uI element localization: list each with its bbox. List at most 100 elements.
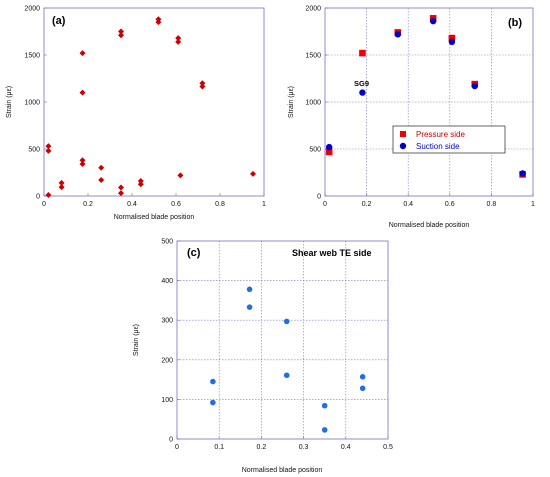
- panel-b-pressure-point: [325, 148, 333, 156]
- panel-c-y-tick-label: 500: [161, 239, 173, 246]
- panel-a-y-tick-label: 2000: [24, 6, 40, 13]
- panel-c-plot-area: [176, 240, 389, 440]
- panel-a-data-point: [79, 161, 86, 168]
- panel-b-x-tick-label: 1: [531, 201, 535, 208]
- panel-a-data-point: [118, 184, 124, 191]
- legend-pressure-label: Pressure side: [416, 130, 465, 139]
- panel-b-suction-point: [471, 82, 478, 90]
- panel-a-x-tick-label: 1: [262, 201, 266, 208]
- panel-c-xlabel: Normalised blade position: [242, 467, 323, 474]
- panel-a-data-point: [250, 170, 256, 177]
- panel-c-y-tick-label: 200: [161, 357, 173, 364]
- panel-a-data-point: [199, 80, 206, 87]
- panel-b-suction-point: [359, 89, 366, 96]
- panel-c: 0 0.1 0.2 0.3 0.4 0.5 0 100 200 300 400 500 (c) She…: [133, 239, 393, 475]
- panel-b-y-tick-label: 1500: [305, 53, 321, 60]
- panel-c-x-tick-label: 0.5: [383, 444, 393, 451]
- panel-b-pressure-point: [448, 34, 456, 42]
- panel-b-legend-box: [392, 125, 506, 154]
- panel-c-data-point: [283, 372, 290, 379]
- panel-a-y-tick-label: 500: [28, 147, 40, 154]
- panel-a-data-point: [118, 190, 124, 197]
- panel-c-data-point: [246, 286, 253, 293]
- panel-a-x-tick-label: 0.4: [127, 201, 137, 208]
- legend-pressure-marker: [400, 131, 406, 137]
- panel-a-data-point: [58, 179, 65, 186]
- panel-a-data-point: [118, 32, 124, 39]
- panel-b-y-tick-label: 1000: [305, 100, 321, 107]
- panel-c-x-tick-label: 0: [175, 444, 179, 451]
- panel-a-data-point: [98, 177, 105, 184]
- panel-a-data-point: [175, 38, 182, 45]
- panel-a-xlabel: Normalised blade position: [114, 214, 195, 221]
- panel-c-x-tick-label: 0.3: [299, 444, 309, 451]
- panel-a-ylabel: Strain (με): [6, 86, 13, 118]
- panel-c-y-tick-label: 400: [161, 278, 173, 285]
- panel-c-label: (c): [187, 247, 201, 259]
- panel-b-x-tick-label: 0.8: [487, 201, 497, 208]
- panel-c-title: Shear web TE side: [292, 248, 372, 258]
- panel-b-y-tick-label: 0: [317, 194, 321, 201]
- panel-a-data-point: [45, 143, 52, 150]
- panel-c-x-tick-label: 0.2: [257, 444, 267, 451]
- panel-c-data-point: [321, 402, 328, 409]
- panel-c-ylabel: Strain (με): [133, 324, 140, 356]
- panel-a-data-point: [137, 177, 144, 184]
- panel-a-data-point: [98, 164, 105, 171]
- panel-c-data-point: [210, 378, 216, 385]
- panel-b: 0 0.2 0.4 0.6 0.8 1 0 500 1000 1500 2000 (b) SG9 N…: [288, 6, 535, 230]
- panel-b-xlabel: Normalised blade position: [389, 222, 470, 229]
- panel-c-data-point: [283, 318, 290, 325]
- panel-a-label: (a): [52, 15, 66, 27]
- panel-a-data-point: [137, 181, 144, 188]
- panel-a-x-tick-label: 0: [42, 201, 46, 208]
- panel-b-y-tick-label: 500: [309, 147, 321, 154]
- panel-c-y-tick-label: 300: [161, 318, 173, 325]
- panel-b-suction-point: [429, 17, 437, 25]
- panel-a: 0 0.2 0.4 0.6 0.8 1 0 500 1000 1500 2000 (a) Norma…: [6, 6, 266, 222]
- panel-b-ylabel: Strain (με): [288, 86, 295, 118]
- panel-c-data-point: [246, 304, 253, 310]
- panel-c-x-tick-label: 0.1: [214, 444, 224, 451]
- panel-a-data-point: [175, 35, 182, 42]
- legend-suction-label: Suction side: [416, 142, 460, 151]
- panel-a-data-point: [118, 28, 124, 35]
- panel-a-data-point: [199, 83, 206, 90]
- panel-a-data-point: [79, 89, 86, 96]
- panel-b-x-tick-label: 0: [323, 201, 327, 208]
- panel-b-suction-point: [448, 38, 456, 46]
- panel-b-suction-point: [394, 31, 401, 38]
- panel-b-pressure-point: [359, 49, 366, 57]
- panel-c-data-point: [359, 374, 366, 380]
- panel-b-legend: Pressure side Suction side: [392, 125, 506, 154]
- panel-b-suction-point: [325, 143, 333, 151]
- legend-suction-marker: [399, 142, 407, 150]
- panel-a-data-point: [45, 147, 52, 154]
- panel-a-y-tick-label: 1500: [24, 53, 40, 60]
- panel-a-x-tick-label: 0.6: [171, 201, 181, 208]
- panel-a-data-point: [79, 50, 86, 57]
- panel-a-data-point: [58, 184, 65, 191]
- panel-c-data-point: [321, 427, 328, 433]
- panel-b-x-tick-label: 0.2: [362, 201, 372, 208]
- panel-a-data-point: [177, 172, 184, 179]
- panel-a-x-tick-label: 0.8: [215, 201, 225, 208]
- panel-c-data-point: [210, 399, 216, 406]
- panel-c-x-tick-label: 0.4: [341, 444, 351, 451]
- panel-b-label: (b): [508, 17, 522, 29]
- panel-b-plot-area: [324, 7, 534, 197]
- panel-a-data-point: [155, 19, 162, 26]
- panel-a-data-point: [79, 157, 86, 164]
- panel-a-plot-area: [43, 7, 265, 197]
- panel-a-y-tick-label: 0: [36, 194, 40, 201]
- panel-a-y-tick-label: 1000: [24, 100, 40, 107]
- panel-c-y-tick-label: 0: [169, 437, 173, 444]
- panel-b-suction-point: [519, 170, 526, 177]
- panel-a-data-point: [45, 192, 52, 199]
- panel-b-x-tick-label: 0.4: [403, 201, 413, 208]
- panel-c-y-tick-label: 100: [161, 397, 173, 404]
- panel-b-annotation-sg9: SG9: [354, 79, 369, 88]
- panel-b-y-tick-label: 2000: [305, 6, 321, 13]
- panel-c-data-point: [359, 385, 366, 392]
